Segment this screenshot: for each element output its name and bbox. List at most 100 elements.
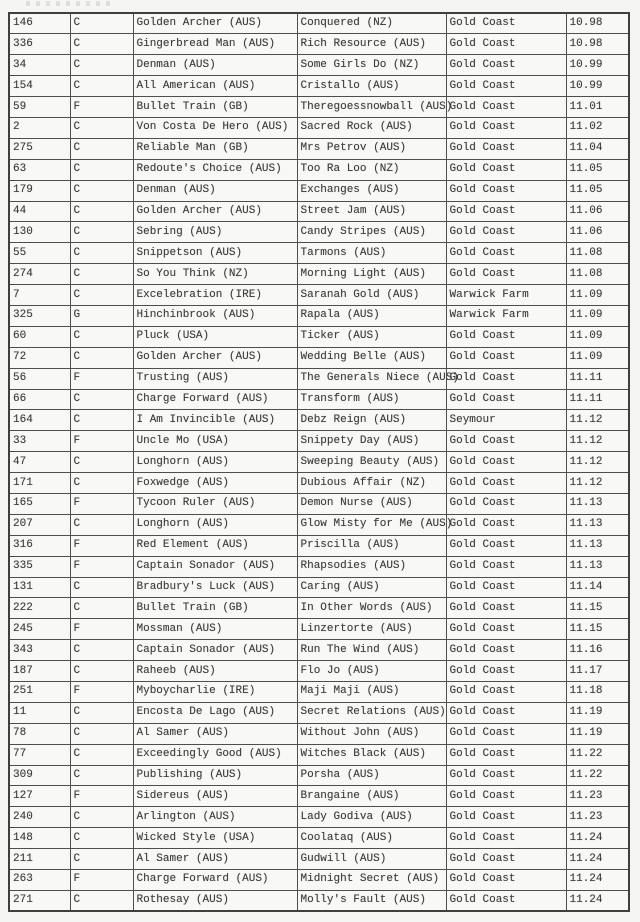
cell-lot-number: 343 bbox=[8, 639, 71, 662]
cell-sire: Wicked Style (USA) bbox=[132, 827, 298, 850]
table-row: 7 C Excelebration (IRE) Saranah Gold (AU… bbox=[8, 284, 630, 306]
cell-lot-number: 56 bbox=[8, 367, 71, 390]
table-row: 60 C Pluck (USA) Ticker (AUS) Gold Coast… bbox=[8, 325, 630, 348]
cell-time: 11.13 bbox=[565, 492, 630, 515]
cell-lot-number: 7 bbox=[8, 284, 71, 306]
cell-sex: F bbox=[69, 492, 134, 515]
cell-dam: Saranah Gold (AUS) bbox=[296, 284, 447, 306]
table-row: 325 G Hinchinbrook (AUS) Rapala (AUS) Wa… bbox=[8, 304, 630, 327]
cell-sire: Uncle Mo (USA) bbox=[132, 430, 298, 453]
cell-dam: Witches Black (AUS) bbox=[296, 743, 447, 766]
cell-sex: C bbox=[69, 597, 134, 620]
cell-location: Gold Coast bbox=[445, 785, 567, 808]
cell-location: Gold Coast bbox=[445, 472, 567, 494]
cell-dam: Maji Maji (AUS) bbox=[296, 681, 447, 703]
cell-location: Gold Coast bbox=[445, 137, 567, 160]
table-row: 146 C Golden Archer (AUS) Conquered (NZ)… bbox=[8, 12, 630, 35]
cell-lot-number: 222 bbox=[8, 597, 71, 620]
cell-lot-number: 274 bbox=[8, 263, 71, 286]
cell-time: 11.24 bbox=[565, 848, 630, 871]
table-row: 127 F Sidereus (AUS) Brangaine (AUS) Gol… bbox=[8, 785, 630, 808]
cell-lot-number: 47 bbox=[8, 451, 71, 474]
cell-time: 11.06 bbox=[565, 221, 630, 244]
cell-dam: Demon Nurse (AUS) bbox=[296, 492, 447, 515]
cell-sex: F bbox=[69, 534, 134, 557]
cell-lot-number: 148 bbox=[8, 827, 71, 850]
cell-sex: F bbox=[69, 367, 134, 390]
table-row: 271 C Rothesay (AUS) Molly's Fault (AUS)… bbox=[8, 889, 630, 912]
table-row: 47 C Longhorn (AUS) Sweeping Beauty (AUS… bbox=[8, 451, 630, 474]
cell-location: Gold Coast bbox=[445, 221, 567, 244]
cell-location: Gold Coast bbox=[445, 367, 567, 390]
cell-lot-number: 78 bbox=[8, 722, 71, 745]
cell-time: 11.22 bbox=[565, 743, 630, 766]
cell-sire: Myboycharlie (IRE) bbox=[132, 681, 298, 703]
cell-sex: C bbox=[69, 701, 134, 724]
cell-dam: Transform (AUS) bbox=[296, 388, 447, 411]
cell-lot-number: 130 bbox=[8, 221, 71, 244]
cell-time: 11.04 bbox=[565, 137, 630, 160]
cell-sire: I Am Invincible (AUS) bbox=[132, 409, 298, 432]
table-row: 131 C Bradbury's Luck (AUS) Caring (AUS)… bbox=[8, 576, 630, 599]
cell-sire: Bradbury's Luck (AUS) bbox=[132, 576, 298, 599]
cell-sex: C bbox=[69, 54, 134, 77]
cell-lot-number: 211 bbox=[8, 848, 71, 871]
cell-dam: The Generals Niece (AUS) bbox=[296, 367, 459, 390]
cell-sire: Snippetson (AUS) bbox=[132, 242, 298, 265]
cell-time: 11.12 bbox=[565, 451, 630, 474]
cell-dam: Theregoessnowball (AUS) bbox=[296, 96, 452, 118]
cell-location: Gold Coast bbox=[445, 681, 567, 703]
sale-results-table: 146 C Golden Archer (AUS) Conquered (NZ)… bbox=[8, 12, 630, 913]
cell-sire: Golden Archer (AUS) bbox=[132, 12, 298, 35]
table-row: 309 C Publishing (AUS) Porsha (AUS) Gold… bbox=[8, 764, 630, 787]
cell-dam: Mrs Petrov (AUS) bbox=[296, 137, 447, 160]
cell-time: 11.24 bbox=[565, 827, 630, 850]
cell-time: 11.09 bbox=[565, 346, 630, 369]
cell-location: Gold Coast bbox=[445, 827, 567, 850]
cell-location: Gold Coast bbox=[445, 451, 567, 474]
table-row: 44 C Golden Archer (AUS) Street Jam (AUS… bbox=[8, 200, 630, 223]
cell-time: 11.15 bbox=[565, 618, 630, 641]
cell-dam: Snippety Day (AUS) bbox=[296, 430, 447, 453]
cell-time: 11.09 bbox=[565, 304, 630, 327]
cell-dam: Cristallo (AUS) bbox=[296, 75, 447, 98]
cell-lot-number: 336 bbox=[8, 33, 71, 56]
cell-dam: Dubious Affair (NZ) bbox=[296, 472, 447, 494]
table-row: 165 F Tycoon Ruler (AUS) Demon Nurse (AU… bbox=[8, 492, 630, 515]
cell-lot-number: 187 bbox=[8, 660, 71, 682]
cell-time: 11.15 bbox=[565, 597, 630, 620]
cell-sex: C bbox=[69, 576, 134, 599]
cell-sex: C bbox=[69, 722, 134, 745]
cell-location: Warwick Farm bbox=[445, 284, 567, 306]
cell-time: 11.14 bbox=[565, 576, 630, 599]
cell-location: Seymour bbox=[445, 409, 567, 432]
cell-dam: Glow Misty for Me (AUS) bbox=[296, 513, 452, 536]
cell-time: 11.23 bbox=[565, 785, 630, 808]
table-row: 11 C Encosta De Lago (AUS) Secret Relati… bbox=[8, 701, 630, 724]
cell-dam: Porsha (AUS) bbox=[296, 764, 447, 787]
cell-dam: Street Jam (AUS) bbox=[296, 200, 447, 223]
table-row: 207 C Longhorn (AUS) Glow Misty for Me (… bbox=[8, 513, 630, 536]
cell-dam: Rapala (AUS) bbox=[296, 304, 447, 327]
cell-location: Gold Coast bbox=[445, 388, 567, 411]
cell-sire: Redoute's Choice (AUS) bbox=[132, 158, 298, 181]
cell-lot-number: 11 bbox=[8, 701, 71, 724]
table-row: 2 C Von Costa De Hero (AUS) Sacred Rock … bbox=[8, 116, 630, 139]
cell-lot-number: 34 bbox=[8, 54, 71, 77]
cell-sex: C bbox=[69, 137, 134, 160]
cell-lot-number: 309 bbox=[8, 764, 71, 787]
cell-dam: Conquered (NZ) bbox=[296, 12, 447, 35]
cell-dam: Morning Light (AUS) bbox=[296, 263, 447, 286]
cell-dam: Ticker (AUS) bbox=[296, 325, 447, 348]
cropped-text-artifact bbox=[26, 1, 110, 6]
cell-sire: Von Costa De Hero (AUS) bbox=[132, 116, 298, 139]
cell-time: 11.13 bbox=[565, 513, 630, 536]
cell-sire: Denman (AUS) bbox=[132, 179, 298, 202]
cell-location: Warwick Farm bbox=[445, 304, 567, 327]
cell-location: Gold Coast bbox=[445, 179, 567, 202]
cell-sex: F bbox=[69, 96, 134, 118]
cell-sex: F bbox=[69, 869, 134, 891]
cell-dam: Too Ra Loo (NZ) bbox=[296, 158, 447, 181]
cell-location: Gold Coast bbox=[445, 430, 567, 453]
cell-sex: C bbox=[69, 33, 134, 56]
